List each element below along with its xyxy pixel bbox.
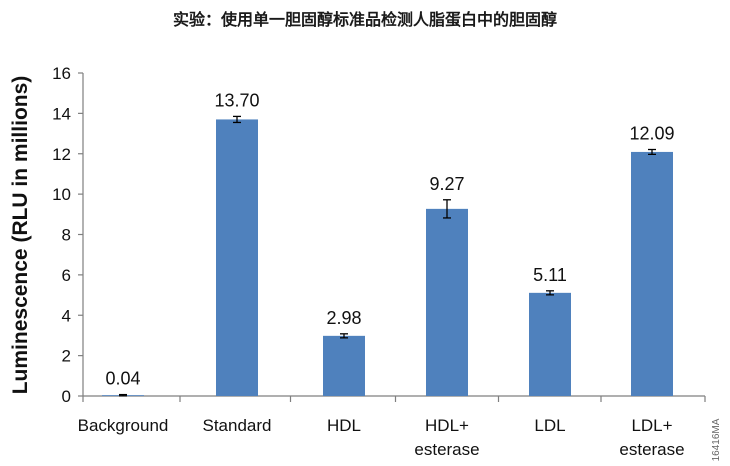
category-label: LDL+ (631, 416, 672, 435)
data-label: 9.27 (429, 174, 464, 194)
y-tick-label: 8 (62, 226, 71, 245)
y-tick-label: 16 (52, 64, 71, 83)
category-label: HDL+ (425, 416, 469, 435)
y-tick-label: 6 (62, 266, 71, 285)
category-label: LDL (534, 416, 565, 435)
category-label: esterase (619, 440, 684, 459)
axes: 0 2 4 6 8 10 12 14 16 Luminescence (RLU in millio… (9, 64, 706, 406)
y-axis-title: Luminescence (RLU in millions) (9, 76, 32, 395)
category-label: esterase (414, 440, 479, 459)
y-tick-label: 14 (52, 104, 71, 123)
data-label: 13.70 (214, 90, 259, 110)
data-label: 12.09 (629, 124, 674, 144)
y-tick-label: 4 (62, 306, 71, 325)
y-tick-label: 12 (52, 145, 71, 164)
data-label: 2.98 (326, 308, 361, 328)
bars-group (102, 115, 673, 397)
data-label: 0.04 (105, 369, 140, 389)
y-tick-label: 2 (62, 347, 71, 366)
labels-group: 0.04 Background 13.70 Standard 2.98 HDL 9.27 HD… (78, 90, 722, 461)
bar (216, 119, 258, 397)
data-label: 5.11 (533, 265, 567, 285)
category-label: Standard (203, 416, 272, 435)
bar (631, 151, 673, 396)
bar (529, 292, 571, 396)
chart-title: 实验：使用单一胆固醇标准品检测人脂蛋白中的胆固醇 (172, 10, 557, 29)
category-label: HDL (327, 416, 361, 435)
figure-id-mark: 16416MA (711, 418, 722, 461)
y-tick-label: 10 (52, 185, 71, 204)
category-label: Background (78, 416, 169, 435)
bar (323, 335, 365, 396)
y-tick-label: 0 (62, 387, 71, 406)
bar (426, 208, 468, 396)
